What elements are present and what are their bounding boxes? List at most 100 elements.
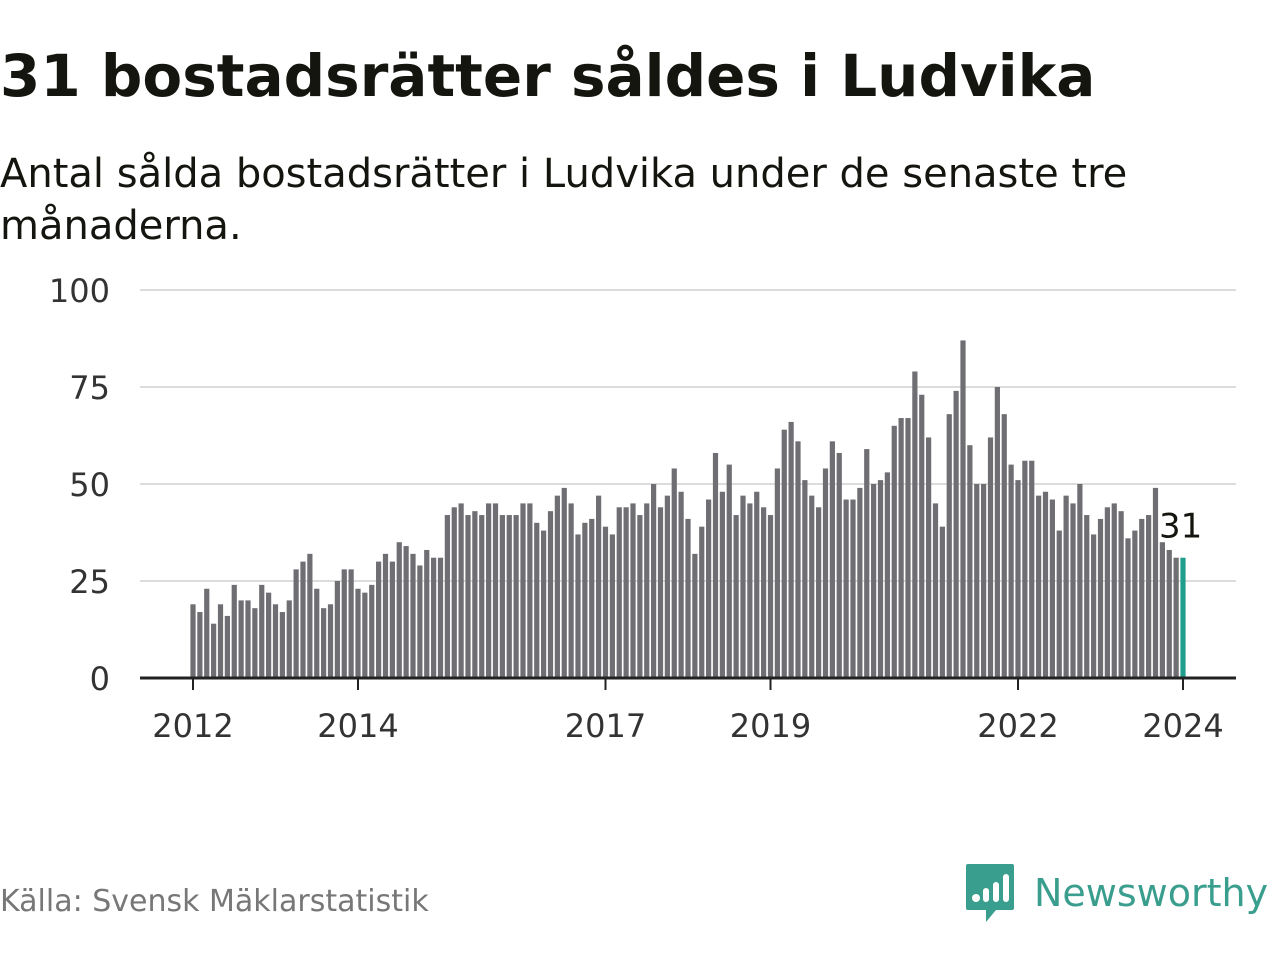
bar bbox=[204, 588, 210, 678]
bar bbox=[822, 468, 829, 678]
bar bbox=[1132, 530, 1138, 678]
bar bbox=[224, 615, 230, 678]
bar bbox=[747, 503, 753, 678]
bar bbox=[912, 371, 918, 678]
bar bbox=[513, 515, 519, 678]
bar bbox=[637, 515, 643, 678]
bar bbox=[286, 600, 292, 678]
bar bbox=[231, 584, 237, 678]
bar bbox=[864, 449, 870, 678]
bar bbox=[1070, 503, 1076, 678]
bar bbox=[341, 569, 347, 678]
bar bbox=[1111, 503, 1117, 678]
bar bbox=[197, 612, 203, 678]
bar bbox=[1091, 534, 1097, 678]
bar bbox=[692, 553, 698, 678]
bar bbox=[424, 549, 430, 678]
annotations: 31 bbox=[1156, 504, 1205, 550]
bar bbox=[1056, 530, 1062, 678]
bar bbox=[376, 561, 382, 678]
bar bbox=[554, 495, 560, 678]
bar bbox=[293, 569, 299, 678]
bar bbox=[252, 608, 258, 678]
bar bbox=[417, 565, 423, 678]
bar bbox=[575, 534, 581, 678]
bar bbox=[589, 518, 595, 678]
bar bbox=[877, 480, 884, 678]
bar bbox=[1008, 464, 1014, 678]
bar bbox=[451, 507, 457, 678]
bar bbox=[1125, 538, 1131, 678]
bar bbox=[362, 592, 368, 678]
bar-highlight bbox=[1180, 557, 1186, 678]
bar bbox=[568, 503, 574, 678]
bar bbox=[327, 604, 334, 678]
bar bbox=[369, 584, 375, 678]
bar bbox=[657, 507, 664, 678]
bar bbox=[520, 503, 526, 678]
bars bbox=[190, 340, 1186, 678]
bar bbox=[389, 561, 395, 678]
bar bbox=[307, 553, 313, 678]
bar bbox=[465, 515, 471, 678]
bar bbox=[458, 503, 464, 678]
chart-title: 31 bostadsrätter såldes i Ludvika bbox=[0, 42, 1096, 110]
bar bbox=[1159, 542, 1165, 678]
bar bbox=[774, 468, 780, 678]
bar bbox=[1042, 491, 1049, 678]
x-tick-label: 2022 bbox=[977, 707, 1058, 745]
bar bbox=[321, 608, 327, 678]
bar bbox=[767, 515, 774, 678]
chart-subtitle: Antal sålda bostadsrätter i Ludvika unde… bbox=[0, 151, 1128, 249]
bar bbox=[1001, 414, 1007, 678]
bar bbox=[974, 484, 980, 678]
bar bbox=[802, 480, 808, 678]
bar bbox=[926, 437, 932, 678]
bar bbox=[1173, 557, 1179, 678]
bar bbox=[266, 592, 272, 678]
bar bbox=[1077, 484, 1083, 678]
newsworthy-logo-icon bbox=[966, 864, 1014, 922]
bar bbox=[616, 507, 622, 678]
x-axis-ticks: 2012 2014 2017 2019 2022 2024 bbox=[152, 678, 1224, 745]
bar bbox=[932, 503, 939, 678]
bar bbox=[314, 588, 320, 678]
bar bbox=[334, 581, 340, 678]
brand-name: Newsworthy bbox=[1034, 871, 1269, 915]
bar bbox=[245, 600, 251, 678]
y-tick-label: 100 bbox=[49, 272, 110, 310]
bar bbox=[953, 390, 959, 678]
bar bbox=[651, 484, 657, 678]
bar bbox=[272, 604, 279, 678]
bar bbox=[939, 526, 945, 678]
bar bbox=[403, 546, 409, 678]
bar bbox=[1029, 460, 1035, 678]
bar bbox=[706, 499, 712, 678]
bar bbox=[857, 487, 863, 678]
bar bbox=[1166, 549, 1172, 678]
bar bbox=[960, 340, 966, 678]
brand-logo: Newsworthy bbox=[964, 862, 1268, 924]
bar bbox=[829, 441, 835, 678]
bar bbox=[211, 623, 217, 678]
bar bbox=[541, 530, 547, 678]
bar bbox=[499, 515, 505, 678]
bar bbox=[382, 553, 389, 678]
value-annotation: 31 bbox=[1159, 507, 1202, 547]
x-tick-label: 2012 bbox=[152, 707, 233, 745]
bar bbox=[1049, 499, 1055, 678]
bar bbox=[733, 515, 739, 678]
bar bbox=[994, 387, 1000, 678]
bar bbox=[1097, 518, 1104, 678]
bar bbox=[300, 561, 306, 678]
bar bbox=[795, 441, 801, 678]
bar bbox=[602, 526, 609, 678]
source-note: Källa: Svensk Mäklarstatistik bbox=[0, 884, 429, 919]
bar bbox=[644, 503, 650, 678]
bar bbox=[561, 487, 567, 678]
bar bbox=[1146, 515, 1152, 678]
bar bbox=[843, 499, 849, 678]
x-tick-label: 2019 bbox=[730, 707, 811, 745]
y-tick-label: 25 bbox=[69, 563, 110, 601]
